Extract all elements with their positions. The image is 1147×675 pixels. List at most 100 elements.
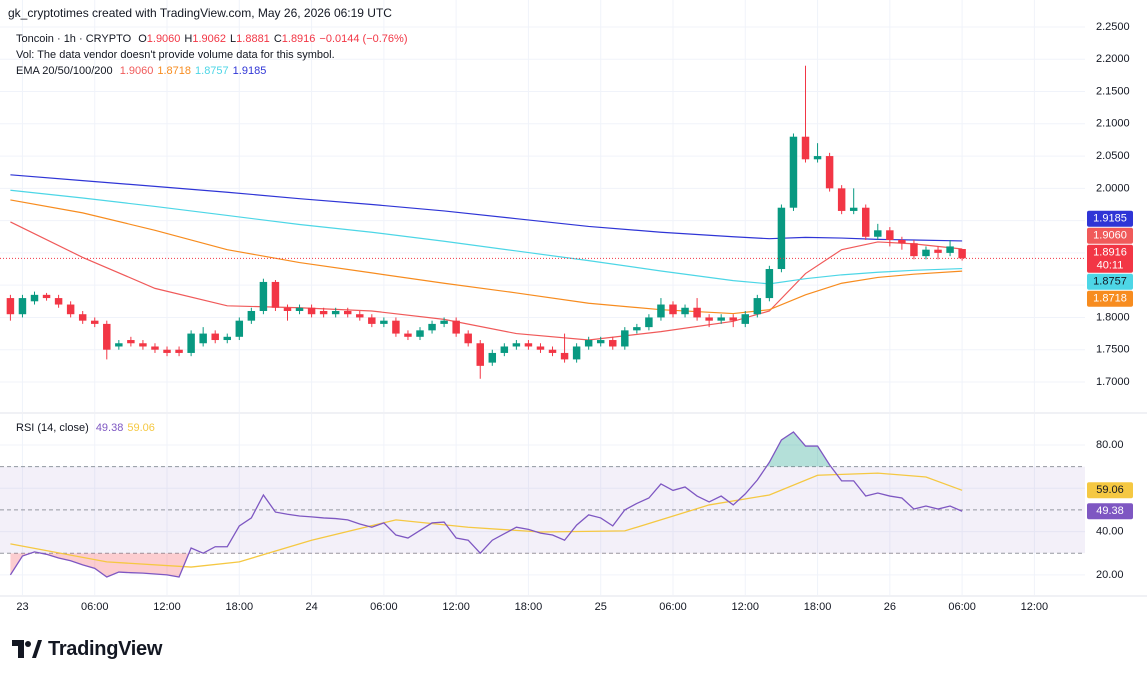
candle-body — [392, 320, 400, 334]
candle-body — [958, 249, 966, 259]
candle-body — [259, 281, 268, 311]
x-tick-label: 06:00 — [81, 601, 109, 613]
candle-body — [572, 346, 581, 360]
price-change: −0.0144 (−0.76%) — [319, 33, 408, 45]
candle-body — [271, 281, 280, 308]
candle-body — [199, 333, 207, 344]
countdown: 40:11 — [1097, 260, 1124, 272]
symbol-legend: Toncoin · 1h · CRYPTO O1.9060 H1.9062 L1.8… — [16, 31, 412, 47]
price-label: 1.9185 — [1093, 213, 1127, 225]
candle-body — [548, 349, 557, 353]
x-tick-label: 06:00 — [659, 601, 687, 613]
candle-body — [621, 330, 629, 347]
y-tick-label: 2.0000 — [1096, 182, 1130, 194]
price-label-box — [1087, 227, 1133, 244]
candle-body — [874, 230, 882, 237]
y-tick-label: 40.00 — [1096, 525, 1124, 537]
y-tick-label: 2.1500 — [1096, 85, 1130, 97]
candle-body — [151, 346, 159, 350]
x-tick-label: 12:00 — [732, 601, 760, 613]
candle-body — [18, 298, 27, 315]
candle-body — [223, 336, 231, 341]
candle-body — [343, 310, 352, 315]
rsi-value: 59.06 — [127, 422, 155, 434]
candle-body — [862, 207, 870, 237]
x-tick-label: 12:00 — [442, 601, 470, 613]
price-label: 1.8916 — [1093, 247, 1127, 259]
candle-body — [681, 307, 689, 315]
candle-body — [813, 156, 822, 160]
x-tick-label: 18:00 — [804, 601, 832, 613]
x-tick-label: 18:00 — [226, 601, 254, 613]
price-label: 1.8718 — [1093, 293, 1127, 305]
candle-body — [78, 314, 87, 321]
y-tick-label: 2.2500 — [1096, 21, 1130, 33]
ohlc-value: 1.8881 — [236, 33, 270, 45]
x-tick-label: 23 — [16, 601, 28, 613]
ohlc-key: C — [273, 33, 282, 45]
y-tick-label: 2.2000 — [1096, 53, 1130, 65]
candle-body — [476, 343, 484, 366]
x-tick-label: 06:00 — [370, 601, 398, 613]
logo-text: TradingView — [48, 637, 163, 660]
candle-body — [596, 340, 605, 344]
y-tick-label: 1.8000 — [1096, 311, 1130, 323]
ema-line — [10, 174, 963, 242]
candle-body — [765, 269, 774, 299]
ohlc-value: 1.8916 — [281, 33, 316, 45]
candle-body — [368, 317, 376, 324]
candle-body — [319, 310, 328, 315]
candle-body — [825, 156, 834, 189]
candle-body — [127, 340, 135, 344]
y-tick-label: 20.00 — [1096, 569, 1124, 581]
ema-line — [10, 221, 963, 341]
candle-body — [837, 188, 846, 211]
price-label-box — [1087, 273, 1133, 290]
rsi-label: 49.38 — [1096, 505, 1124, 517]
candle-body — [753, 298, 762, 315]
price-label: 1.8757 — [1093, 276, 1127, 288]
candle-body — [247, 310, 256, 321]
rsi-label-box — [1087, 482, 1133, 499]
oversold-fill — [10, 553, 963, 578]
candle-body — [524, 343, 533, 347]
candle-body — [356, 314, 364, 318]
rsi-title: RSI (14, close) — [16, 422, 89, 434]
candle-body — [295, 307, 304, 311]
candle-body — [777, 207, 786, 270]
attribution: gk_cryptotimes created with TradingView.… — [8, 6, 392, 20]
candle-body — [187, 333, 195, 353]
x-tick-label: 12:00 — [153, 601, 181, 613]
candle-body — [42, 294, 51, 299]
candle-body — [946, 246, 954, 253]
candle-body — [464, 333, 472, 344]
candle-body — [404, 333, 412, 337]
candle-body — [30, 294, 39, 302]
candle-body — [211, 333, 219, 341]
candle-body — [609, 340, 617, 347]
x-tick-label: 06:00 — [948, 601, 976, 613]
ohlc-value: 1.9062 — [192, 33, 227, 45]
candle-body — [729, 317, 737, 321]
candle-body — [6, 298, 15, 315]
volume-note: Vol: The data vendor doesn't provide vol… — [16, 49, 335, 61]
candle-body — [307, 307, 316, 315]
candle-body — [416, 330, 424, 337]
ohlc-key: O — [138, 33, 147, 45]
candle-body — [669, 304, 677, 315]
price-label-box — [1087, 244, 1133, 273]
candle-body — [705, 317, 713, 321]
rsi-line — [9, 431, 963, 578]
candle-body — [500, 346, 509, 353]
candle-body — [512, 343, 521, 347]
price-label-box — [1087, 290, 1133, 307]
candle-body — [657, 304, 665, 318]
candle-body — [66, 304, 75, 315]
price-label: 1.9060 — [1093, 230, 1127, 242]
ema-value: 1.8757 — [195, 65, 229, 77]
candle-body — [380, 320, 388, 324]
y-tick-label: 1.7500 — [1096, 344, 1130, 356]
candle-body — [283, 307, 292, 311]
